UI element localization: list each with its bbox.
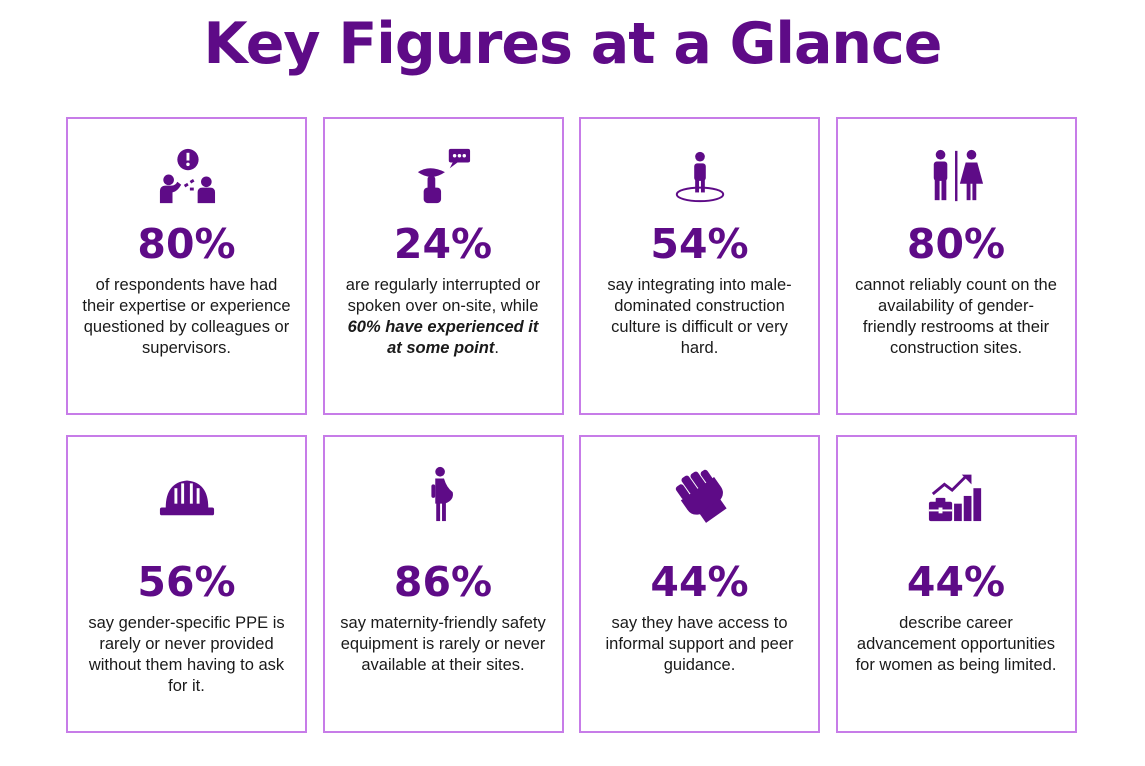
figure-card-maternity: 86% say maternity-friendly safety equipm… — [322, 435, 564, 733]
figure-value: 80% — [906, 220, 1006, 268]
figure-value: 86% — [393, 558, 493, 606]
figure-card-restrooms: 80% cannot reliably count on the availab… — [835, 117, 1077, 415]
figure-description: cannot reliably count on the availabilit… — [855, 276, 1057, 357]
interrupted-speech-icon — [413, 145, 473, 207]
figure-description: say maternity-friendly safety equipment … — [340, 614, 546, 674]
pregnant-woman-icon — [413, 463, 473, 525]
figure-description: describe career advancement opportunitie… — [855, 614, 1057, 674]
figure-value: 24% — [393, 220, 493, 268]
restroom-icon — [926, 145, 986, 207]
figure-value: 54% — [650, 220, 749, 268]
figure-emphasis: 60% have experienced it at some point — [347, 318, 539, 357]
career-growth-icon — [926, 463, 986, 525]
figure-value: 44% — [906, 558, 1006, 606]
figure-card-peer-support: 44% say they have access to informal sup… — [579, 435, 820, 733]
person-in-circle-icon — [670, 145, 730, 207]
page-title: Key Figures at a Glance — [203, 11, 943, 77]
figure-card-expertise-questioned: 80% of respondents have had their expert… — [66, 117, 307, 415]
raised-fist-icon — [670, 463, 730, 525]
figure-value: 44% — [650, 558, 749, 606]
figure-description: say integrating into male-dominated cons… — [607, 276, 792, 357]
hard-hat-icon — [157, 463, 217, 525]
figures-grid: 80% of respondents have had their expert… — [66, 117, 1077, 735]
figure-card-ppe: 56% say gender-specific PPE is rarely or… — [66, 435, 307, 733]
figure-card-interrupted: 24% are regularly interrupted or spoken … — [322, 117, 564, 415]
questioning-people-icon — [157, 145, 217, 207]
figure-card-career: 44% describe career advancement opportun… — [835, 435, 1077, 733]
figure-description: say gender-specific PPE is rarely or nev… — [88, 614, 285, 695]
figure-description: say they have access to informal support… — [605, 614, 794, 674]
figure-card-integration: 54% say integrating into male-dominated … — [579, 117, 820, 415]
figure-description: are regularly interrupted or spoken over… — [345, 276, 541, 357]
figure-description: of respondents have had their expertise … — [82, 276, 291, 357]
figure-value: 80% — [137, 220, 236, 268]
figure-value: 56% — [137, 558, 236, 606]
